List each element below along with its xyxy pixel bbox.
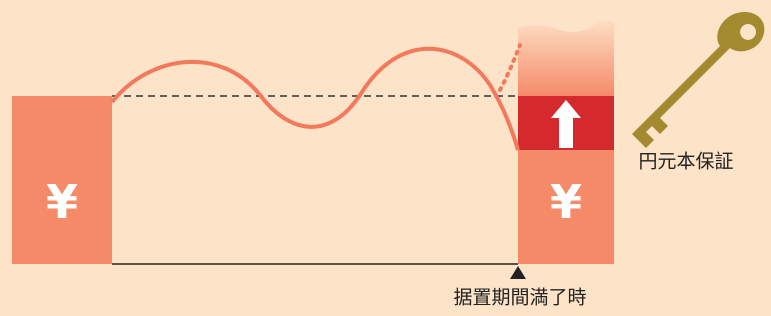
- key-label: 円元本保証: [638, 151, 733, 173]
- diagram: ¥ ¥ 据置期間満了時 円元本保証: [0, 0, 771, 316]
- yen-symbol: ¥: [550, 175, 582, 229]
- time-label: 据置期間満了時: [453, 287, 586, 309]
- gain-area: [518, 20, 614, 96]
- page: ¥ ¥ 据置期間満了時 円元本保証 (() => { const data = …: [0, 0, 771, 316]
- yen-symbol: ¥: [46, 175, 78, 229]
